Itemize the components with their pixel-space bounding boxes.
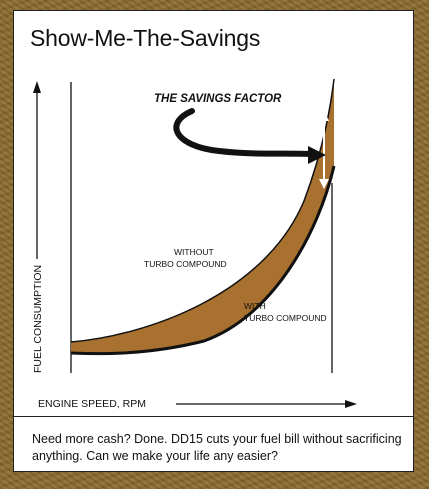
y-axis-arrowhead	[33, 81, 41, 93]
x-axis-arrowhead	[345, 400, 357, 408]
savings-factor-arrow	[173, 108, 315, 157]
savings-factor-arrowhead	[308, 146, 326, 164]
savings-card: Show-Me-The-Savings THE SAVINGS FACTOR W…	[13, 10, 414, 472]
without-label-line-1: WITHOUT	[174, 247, 214, 257]
page-title: Show-Me-The-Savings	[30, 25, 261, 51]
with-label-line-1: WITH	[244, 301, 266, 311]
without-label-line-2: TURBO COMPOUND	[144, 259, 227, 269]
without-turbo-curve	[70, 78, 335, 343]
x-axis-label: ENGINE SPEED, RPM	[38, 398, 146, 410]
y-axis-label: FUEL CONSUMPTION	[32, 265, 44, 373]
savings-diagram: THE SAVINGS FACTOR WITHOUT TURBO COMPOUN…	[32, 78, 357, 410]
caption-text: Need more cash? Done. DD15 cuts your fue…	[32, 432, 402, 463]
with-turbo-curve	[70, 165, 336, 356]
savings-gap-arrow	[319, 111, 329, 189]
with-label-line-2: TURBO COMPOUND	[244, 313, 327, 323]
savings-band	[71, 79, 334, 354]
savings-factor-label: THE SAVINGS FACTOR	[154, 93, 282, 105]
caption-divider	[14, 416, 413, 417]
